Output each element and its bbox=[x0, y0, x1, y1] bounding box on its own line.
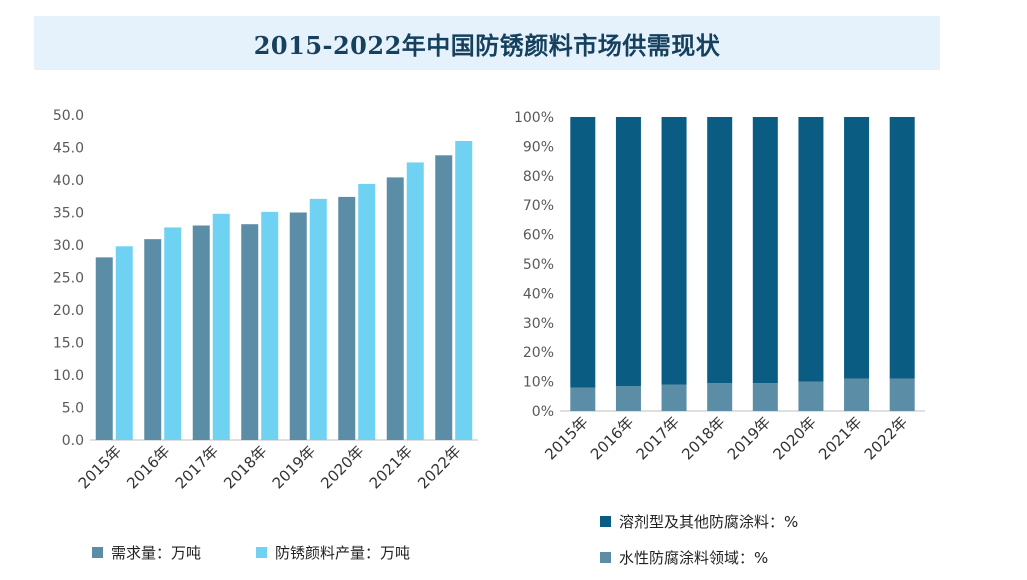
legend-swatch-production bbox=[256, 547, 267, 558]
production-bar bbox=[212, 213, 230, 440]
demand-bar bbox=[95, 257, 113, 440]
left-chart-y-tick-label: 0.0 bbox=[62, 433, 84, 449]
right-chart-x-tick-label: 2016年 bbox=[587, 413, 637, 463]
left-chart-y-tick-label: 10.0 bbox=[53, 368, 84, 384]
water-based-segment bbox=[889, 378, 915, 411]
production-bar bbox=[164, 227, 182, 440]
right-chart-x-tick-label: 2015年 bbox=[541, 413, 591, 463]
left-chart-y-tick-label: 35.0 bbox=[53, 206, 84, 222]
demand-bar bbox=[192, 225, 210, 440]
demand-bar bbox=[289, 212, 307, 440]
legend-label-demand: 需求量：万吨 bbox=[111, 544, 202, 562]
legend-swatch-solvent bbox=[600, 516, 611, 527]
right-chart-y-tick-label: 70% bbox=[523, 198, 554, 214]
left-chart-y-tick-label: 45.0 bbox=[53, 141, 84, 157]
right-chart-y-tick-label: 60% bbox=[523, 228, 554, 244]
right-chart-x-tick-label: 2021年 bbox=[815, 413, 865, 463]
left-chart-y-tick-label: 50.0 bbox=[53, 108, 84, 124]
solvent-segment bbox=[570, 117, 596, 388]
legend-item-water: 水性防腐涂料领域：% bbox=[600, 547, 768, 568]
demand-bar bbox=[144, 239, 162, 440]
production-bar bbox=[358, 183, 376, 440]
right-chart-y-tick-label: 30% bbox=[523, 316, 554, 332]
solvent-segment bbox=[844, 117, 870, 379]
left-chart-x-tick-label: 2022年 bbox=[414, 442, 464, 492]
water-based-segment bbox=[752, 383, 778, 411]
water-based-segment bbox=[798, 381, 824, 411]
left-chart-x-tick-label: 2020年 bbox=[317, 442, 367, 492]
solvent-segment bbox=[889, 117, 915, 379]
right-chart-y-tick-label: 10% bbox=[523, 375, 554, 391]
demand-bar bbox=[386, 177, 404, 440]
left-chart-y-tick-label: 30.0 bbox=[53, 238, 84, 254]
left-chart-x-tick-label: 2015年 bbox=[75, 442, 125, 492]
left-chart-y-tick-label: 5.0 bbox=[62, 401, 84, 417]
solvent-segment bbox=[707, 117, 733, 384]
solvent-segment bbox=[661, 117, 687, 385]
right-chart-x-tick-label: 2018年 bbox=[678, 413, 728, 463]
production-bar bbox=[115, 246, 133, 440]
right-chart-y-tick-label: 50% bbox=[523, 257, 554, 273]
left-chart-y-tick-label: 20.0 bbox=[53, 303, 84, 319]
legend-swatch-water bbox=[600, 552, 611, 563]
title-bar: 2015-2022年中国防锈颜料市场供需现状 bbox=[34, 16, 940, 70]
legend-item-demand: 需求量：万吨 bbox=[92, 542, 201, 563]
water-based-segment bbox=[661, 384, 687, 411]
right-chart-x-tick-label: 2017年 bbox=[633, 413, 683, 463]
production-bar bbox=[406, 162, 424, 440]
right-chart-y-tick-label: 0% bbox=[532, 404, 554, 420]
right-chart-y-tick-label: 20% bbox=[523, 345, 554, 361]
left-chart-y-tick-label: 25.0 bbox=[53, 271, 84, 287]
right-chart-y-tick-label: 40% bbox=[523, 286, 554, 302]
water-based-segment bbox=[844, 378, 870, 411]
legend-swatch-demand bbox=[92, 547, 103, 558]
water-based-segment bbox=[707, 383, 733, 411]
left-chart-y-tick-label: 40.0 bbox=[53, 173, 84, 189]
solvent-segment bbox=[752, 117, 778, 384]
demand-bar bbox=[435, 155, 453, 441]
production-bar bbox=[261, 211, 279, 440]
chart-title: 2015-2022年中国防锈颜料市场供需现状 bbox=[253, 30, 721, 60]
production-bar bbox=[309, 198, 327, 440]
legend-label-water: 水性防腐涂料领域：% bbox=[619, 549, 769, 567]
legend-item-solvent: 溶剂型及其他防腐涂料：% bbox=[600, 511, 798, 532]
right-chart-x-tick-label: 2022年 bbox=[861, 413, 911, 463]
left-chart-x-tick-label: 2016年 bbox=[123, 442, 173, 492]
legend-label-solvent: 溶剂型及其他防腐涂料：% bbox=[619, 513, 799, 531]
left-chart-x-tick-label: 2017年 bbox=[172, 442, 222, 492]
production-bar bbox=[455, 141, 473, 440]
left-chart-y-tick-label: 15.0 bbox=[53, 336, 84, 352]
right-chart-y-tick-label: 90% bbox=[523, 139, 554, 155]
right-chart-y-tick-label: 80% bbox=[523, 169, 554, 185]
right-chart-x-tick-label: 2020年 bbox=[769, 413, 819, 463]
legend-label-production: 防锈颜料产量：万吨 bbox=[275, 544, 411, 562]
demand-bar bbox=[241, 224, 259, 440]
solvent-segment bbox=[615, 117, 641, 387]
left-chart-x-tick-label: 2018年 bbox=[220, 442, 270, 492]
legend-item-production: 防锈颜料产量：万吨 bbox=[256, 542, 410, 563]
right-chart-x-tick-label: 2019年 bbox=[724, 413, 774, 463]
right-chart-y-tick-label: 100% bbox=[514, 110, 554, 126]
solvent-segment bbox=[798, 117, 824, 382]
water-based-segment bbox=[615, 386, 641, 411]
left-chart-x-tick-label: 2019年 bbox=[269, 442, 319, 492]
water-based-segment bbox=[570, 387, 596, 411]
left-chart-x-tick-label: 2021年 bbox=[366, 442, 416, 492]
demand-bar bbox=[338, 196, 356, 440]
